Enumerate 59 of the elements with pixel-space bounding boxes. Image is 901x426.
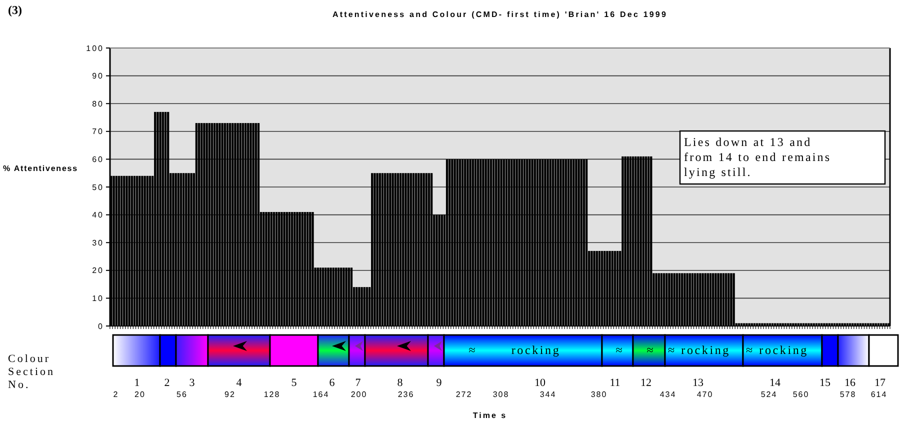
text: 344 — [540, 390, 556, 399]
text: 614 — [870, 390, 888, 399]
y-tick-label: 50 — [92, 182, 104, 192]
category-label: 12 — [640, 377, 652, 389]
text: 236 — [398, 390, 414, 399]
y-tick-label: 60 — [92, 155, 104, 164]
category-label: 8 — [397, 377, 404, 389]
annotation: Lies down at 13 and from 14 to end remains lying still. — [684, 135, 832, 179]
text: 470 — [696, 390, 714, 399]
y-tick-label: 90 — [92, 72, 104, 81]
y-tick-label: 40 — [92, 210, 104, 220]
category-label: 17 — [874, 377, 886, 389]
y-tick-label: 10 — [92, 294, 104, 303]
y-tick-label: 70 — [92, 127, 104, 136]
category-label: 1 — [134, 377, 140, 389]
category-label: 13 — [692, 377, 704, 389]
text: 272 — [456, 390, 472, 399]
text: 434 — [660, 390, 676, 399]
text: Time s — [472, 411, 508, 420]
text: rocking — [511, 343, 561, 357]
y-tick-label: 20 — [92, 266, 104, 276]
text: (3) — [8, 3, 22, 17]
text: ≈ rocking — [746, 343, 808, 357]
y-tick-label: 30 — [92, 238, 104, 248]
text: 92 — [224, 390, 236, 399]
y-tick-label: 100 — [86, 44, 104, 53]
text: 56 — [176, 390, 188, 399]
text: 560 — [792, 390, 810, 399]
note-box: Lies down at 13 and from 14 to end remains lying still. — [679, 130, 886, 185]
text: 200 — [350, 390, 368, 399]
category-label: 9 — [436, 377, 442, 389]
text: 308 — [492, 390, 510, 399]
category-label: 3 — [189, 377, 196, 389]
chart-title: Attentiveness and Colour (CMD- first time) 'Brian' 16 Dec 1999 — [332, 10, 668, 19]
text: ≈ — [646, 343, 656, 357]
text: 128 — [264, 390, 280, 399]
category-label: 5 — [291, 377, 298, 389]
text: 524 — [760, 390, 778, 399]
category-label: 16 — [844, 377, 856, 389]
text: 2 — [164, 377, 170, 389]
text: ≈ rocking — [668, 343, 730, 357]
category-label: 15 — [820, 377, 831, 389]
y-tick-label: 0 — [98, 322, 104, 331]
text: ≈ — [468, 343, 478, 357]
text: Colour Section No. — [8, 353, 55, 391]
text: 20 — [134, 390, 146, 399]
text: 164 — [312, 390, 330, 399]
category-label: 7 — [355, 377, 362, 389]
category-label: 14 — [770, 377, 781, 389]
category-label: 6 — [329, 377, 336, 389]
category-label: 2 — [113, 390, 119, 399]
text: ≈ — [616, 343, 624, 357]
category-label: 4 — [236, 377, 242, 389]
text: 380 — [590, 390, 608, 399]
category-label: 11 — [610, 377, 620, 389]
y-axis-title: % Attentiveness — [3, 164, 78, 173]
category-label: 10 — [534, 377, 546, 389]
y-tick-label: 80 — [92, 99, 104, 108]
text: 578 — [840, 390, 856, 399]
